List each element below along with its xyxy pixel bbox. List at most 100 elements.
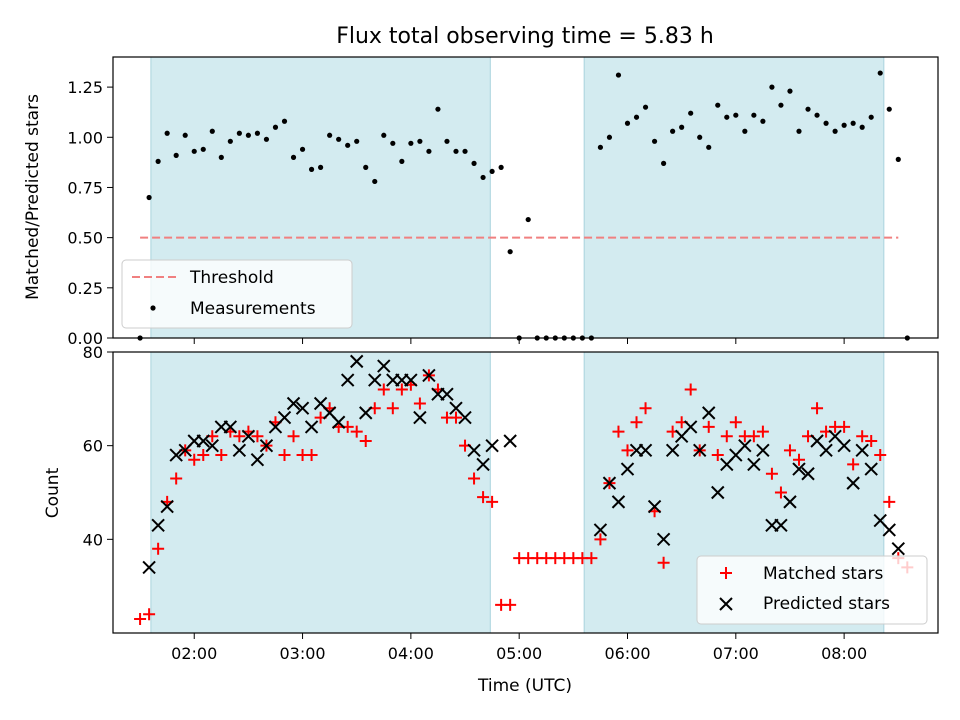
measurement-point xyxy=(209,128,215,134)
matched-star-point xyxy=(143,608,156,621)
matched-star-point xyxy=(197,449,210,462)
measurement-point xyxy=(706,144,712,150)
predicted-star-point xyxy=(692,443,707,458)
predicted-star-point xyxy=(368,373,382,387)
measurement-point xyxy=(498,164,504,170)
matched-star-point xyxy=(350,425,363,438)
x-tick-label: 02:00 xyxy=(171,644,217,663)
predicted-star-point xyxy=(169,448,183,462)
legend-matched-label: Matched stars xyxy=(763,564,883,584)
measurement-point xyxy=(841,122,847,128)
measurement-point xyxy=(624,120,631,126)
y-tick-label: 80 xyxy=(83,343,103,362)
measurement-point xyxy=(444,138,450,144)
legend-matched-swatch xyxy=(720,567,732,579)
matched-star-point xyxy=(594,533,607,546)
y-tick-label: 0.75 xyxy=(67,178,103,197)
matched-star-point xyxy=(251,430,264,443)
matched-star-point xyxy=(377,383,390,396)
measurement-point xyxy=(868,114,874,120)
x-tick-label: 06:00 xyxy=(604,644,650,663)
measurement-point xyxy=(318,164,324,170)
measurement-point xyxy=(733,112,739,118)
matched-star-point xyxy=(630,416,643,429)
predicted-star-point xyxy=(241,429,256,444)
y-tick-label: 40 xyxy=(83,530,103,549)
top-y-ticks: 0.00 0.25 0.50 0.75 1.00 1.25 xyxy=(67,78,113,348)
predicted-star-point xyxy=(593,523,608,537)
bottom-axes-frame xyxy=(112,351,939,634)
matched-star-point xyxy=(134,612,147,625)
y-tick-label: 1.00 xyxy=(67,128,103,147)
legend-threshold-label: Threshold xyxy=(189,268,274,288)
measurement-point xyxy=(435,106,441,112)
matched-star-point xyxy=(883,495,896,508)
measurement-point xyxy=(399,158,405,164)
x-tick-label: 07:00 xyxy=(713,644,759,663)
measurement-point xyxy=(408,140,414,146)
measurement-point xyxy=(642,104,649,110)
measurement-point xyxy=(597,144,604,150)
matched-star-point xyxy=(747,430,760,443)
matched-star-point xyxy=(395,383,408,396)
matched-star-point xyxy=(188,453,201,466)
predicted-star-point xyxy=(286,396,301,411)
measurement-point xyxy=(381,132,387,138)
measurement-point xyxy=(327,132,333,138)
measurement-point xyxy=(164,130,170,136)
measurement-point xyxy=(245,132,251,138)
matched-star-point xyxy=(305,449,318,462)
measurement-point xyxy=(227,138,233,144)
predicted-star-point xyxy=(702,406,716,420)
predicted-star-point xyxy=(819,443,833,458)
measurement-point xyxy=(155,158,161,164)
matched-star-point xyxy=(847,458,860,471)
bottom-legend: Matched stars Predicted stars xyxy=(696,555,928,625)
measurement-point xyxy=(173,152,179,158)
top-legend-box xyxy=(121,259,353,329)
measurement-point xyxy=(191,148,197,154)
predicted-star-point xyxy=(882,523,896,537)
y-tick-label: 1.25 xyxy=(67,78,103,97)
measurement-point xyxy=(760,118,766,124)
measurement-point xyxy=(480,174,486,181)
predicted-star-point xyxy=(846,476,860,490)
measurement-point xyxy=(489,168,495,175)
count-panel: 40 60 80 02:00 03:00 04:00 05:00 06:00 07:00 08:… xyxy=(43,343,939,696)
matched-star-point xyxy=(585,552,598,565)
matched-star-point xyxy=(756,425,769,438)
top-y-axis-label: Matched/Predicted stars xyxy=(23,94,43,300)
predicted-star-point xyxy=(232,443,247,458)
predicted-star-point xyxy=(711,485,725,500)
matched-star-point xyxy=(783,444,796,457)
predicted-star-point xyxy=(259,438,274,453)
matched-star-point xyxy=(765,467,778,480)
measurement-point xyxy=(146,194,152,201)
matched-star-point xyxy=(287,430,300,443)
observing-window-2 xyxy=(584,57,884,338)
predicted-star-point xyxy=(277,410,292,425)
measurement-point xyxy=(354,138,360,144)
measurement-point xyxy=(787,88,793,94)
observing-window-1 xyxy=(150,352,491,633)
predicted-star-point xyxy=(340,373,355,387)
measurement-point xyxy=(895,156,901,162)
predicted-star-point xyxy=(359,406,373,420)
chart-title: Flux total observing time = 5.83 h xyxy=(336,24,714,49)
predicted-star-point xyxy=(458,410,472,425)
predicted-star-point xyxy=(647,499,662,514)
matched-star-point xyxy=(792,453,805,466)
count-points xyxy=(134,354,914,625)
legend-predicted-label: Predicted stars xyxy=(763,594,890,614)
predicted-star-point xyxy=(855,443,869,458)
measurement-point xyxy=(796,128,802,134)
predicted-star-point xyxy=(151,518,165,532)
predicted-star-point xyxy=(783,495,797,509)
predicted-star-point xyxy=(422,368,436,383)
matched-star-point xyxy=(838,420,851,433)
top-x-ticks xyxy=(193,338,845,344)
y-tick-label: 0.25 xyxy=(67,279,103,298)
x-tick-label: 03:00 xyxy=(279,644,325,663)
matched-star-point xyxy=(865,434,878,447)
predicted-star-point xyxy=(250,453,265,467)
